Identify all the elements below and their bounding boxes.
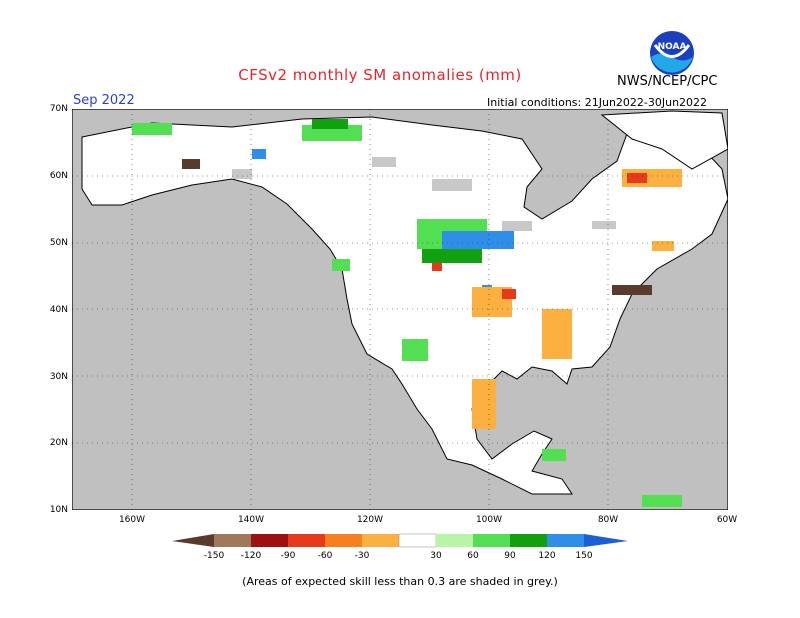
colorbar: -150 -120 -90 -60 -30 30 60 90 120 150 <box>172 532 628 561</box>
colorbar-bin-3 <box>288 534 325 547</box>
colorbar-tick: 120 <box>538 551 555 560</box>
colorbar-right-triangle <box>584 534 628 547</box>
colorbar-tick: 90 <box>504 551 516 560</box>
lat-label-60n: 60N <box>49 171 68 181</box>
very-dry-anomalies <box>432 173 647 299</box>
colorbar-bin-1 <box>214 534 251 547</box>
lat-label-30n: 30N <box>49 372 68 382</box>
initial-conditions: Initial conditions: 21Jun2022-30Jun2022 <box>487 96 708 109</box>
lon-label-60w: 60W <box>716 515 738 525</box>
lon-label-80w: 80W <box>597 515 619 525</box>
colorbar-bin-9 <box>510 534 547 547</box>
greenland <box>600 110 729 170</box>
lat-label-70n: 70N <box>49 104 68 114</box>
colorbar-bin-5 <box>362 534 399 547</box>
colorbar-bin-2 <box>251 534 288 547</box>
noaa-logo: NOAA <box>649 30 695 76</box>
colorbar-tick: -150 <box>204 551 225 560</box>
colorbar-tick: 150 <box>575 551 592 560</box>
lat-label-10n: 10N <box>49 505 68 515</box>
colorbar-bin-7 <box>436 534 473 547</box>
colorbar-tick: 30 <box>430 551 442 560</box>
lon-label-120w: 120W <box>356 515 384 525</box>
lon-label-140w: 140W <box>237 515 265 525</box>
colorbar-bin-8 <box>473 534 510 547</box>
map-panel <box>71 108 729 511</box>
forecast-month: Sep 2022 <box>73 93 135 108</box>
colorbar-bin-10 <box>547 534 584 547</box>
colorbar-bin-4 <box>325 534 362 547</box>
lat-label-40n: 40N <box>49 305 68 315</box>
skill-footnote: (Areas of expected skill less than 0.3 a… <box>242 575 558 588</box>
lat-label-20n: 20N <box>49 438 68 448</box>
colorbar-left-triangle <box>172 534 214 547</box>
extreme-dry-anomalies <box>182 159 652 295</box>
longitude-grid <box>131 109 609 510</box>
agency-label: NWS/NCEP/CPC <box>617 74 718 89</box>
lat-label-50n: 50N <box>49 238 68 248</box>
colorbar-tick: -60 <box>318 551 333 560</box>
colorbar-tick: 60 <box>467 551 479 560</box>
very-wet-anomalies <box>312 119 482 263</box>
map-title: CFSv2 monthly SM anomalies (mm) <box>238 66 522 84</box>
low-skill-areas <box>232 157 616 231</box>
colorbar-bin-neutral <box>398 533 437 548</box>
colorbar-tick: -120 <box>241 551 262 560</box>
lon-label-100w: 100W <box>475 515 503 525</box>
lon-label-160w: 160W <box>118 515 146 525</box>
colorbar-tick: -90 <box>281 551 296 560</box>
colorbar-tick: -30 <box>355 551 370 560</box>
logo-text: NOAA <box>658 42 687 52</box>
